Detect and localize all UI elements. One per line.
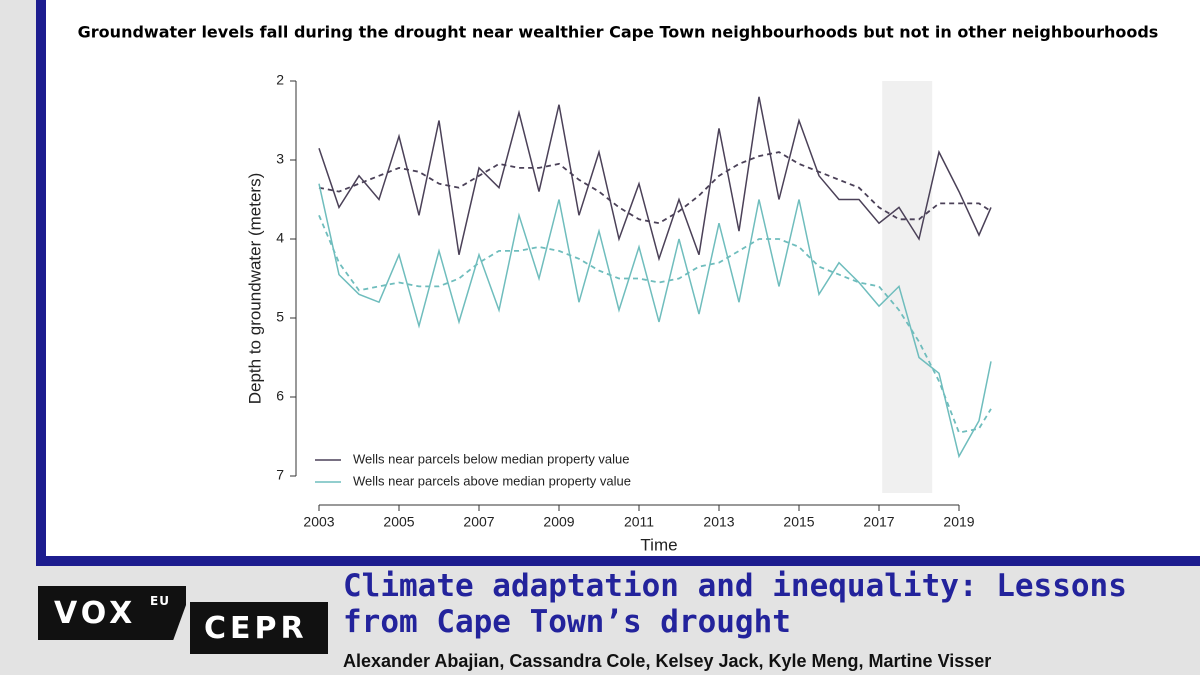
- x-tick-label: 2017: [863, 514, 894, 530]
- logo-vox: VOX EU: [38, 586, 186, 640]
- legend-label: Wells near parcels above median property…: [353, 473, 631, 488]
- series-line: [318, 96, 992, 262]
- x-tick-label: 2011: [624, 514, 654, 530]
- y-tick-label: 4: [276, 230, 284, 246]
- chart: Groundwater levels fall during the droug…: [78, 23, 1159, 555]
- x-tick-label: 2013: [703, 514, 734, 530]
- x-tick-label: 2005: [383, 514, 414, 530]
- series-line: [318, 183, 992, 459]
- y-tick-label: 3: [276, 151, 284, 167]
- chart-title: Groundwater levels fall during the droug…: [78, 23, 1159, 42]
- y-axis-label: Depth to groundwater (meters): [245, 173, 264, 405]
- y-tick-label: 2: [276, 72, 284, 88]
- y-tick-label: 5: [276, 309, 284, 325]
- x-tick-label: 2019: [943, 514, 974, 530]
- headline: Climate adaptation and inequality: Lesso…: [343, 568, 1127, 640]
- x-tick-label: 2015: [783, 514, 814, 530]
- logo-cepr: CEPR: [190, 602, 328, 654]
- chart-panel: Groundwater levels fall during the droug…: [36, 0, 1200, 566]
- trend-line: [318, 214, 992, 434]
- logo-text: VOX: [54, 596, 137, 631]
- drought-shade: [882, 81, 933, 493]
- logo-text: EU: [150, 594, 170, 608]
- x-axis-label: Time: [640, 535, 677, 554]
- authors: Alexander Abajian, Cassandra Cole, Kelse…: [343, 651, 992, 671]
- x-tick-label: 2003: [303, 514, 334, 530]
- y-tick-label: 6: [276, 388, 284, 404]
- legend-label: Wells near parcels below median property…: [353, 451, 630, 466]
- y-tick-label: 7: [276, 467, 284, 483]
- logo-text: CEPR: [204, 611, 308, 646]
- trend-line: [318, 151, 992, 225]
- x-tick-label: 2007: [463, 514, 494, 530]
- x-tick-label: 2009: [543, 514, 574, 530]
